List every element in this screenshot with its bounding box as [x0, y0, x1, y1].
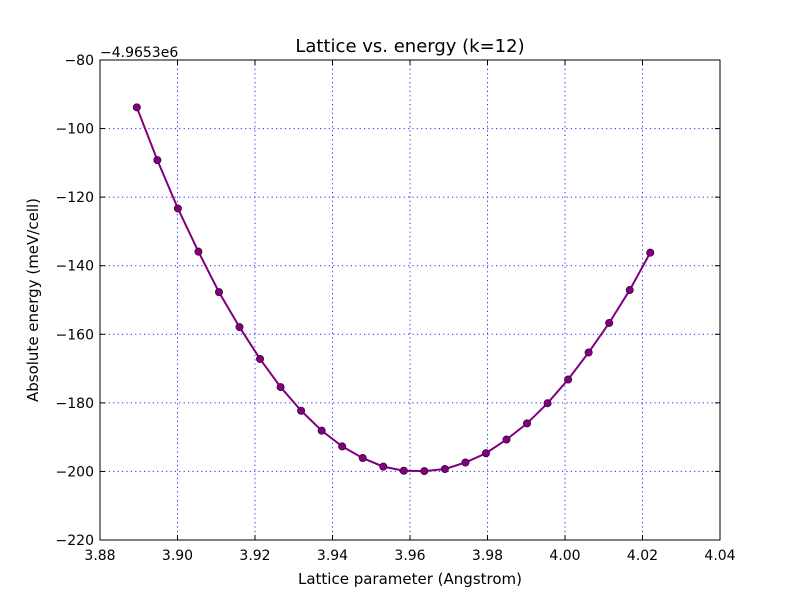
- data-point: [625, 286, 634, 295]
- data-point: [523, 419, 532, 428]
- x-tick-label: 4.02: [627, 548, 658, 564]
- y-axis-label: Absolute energy (meV/cell): [24, 198, 42, 402]
- data-point: [214, 288, 223, 297]
- x-tick-label: 3.92: [239, 548, 270, 564]
- data-point: [605, 318, 614, 327]
- y-tick-label: −160: [56, 327, 94, 343]
- data-point: [584, 348, 593, 357]
- data-point: [564, 375, 573, 384]
- data-point: [297, 406, 306, 415]
- data-point: [502, 435, 511, 444]
- y-tick-label: −140: [56, 259, 94, 275]
- data-point: [235, 323, 244, 332]
- data-point: [153, 156, 162, 165]
- axis-ticks: 3.88 3.90 3.92 3.94 3.96 3.98 4.00 4.02 4.04 −80 −…: [56, 53, 736, 564]
- data-point: [358, 454, 367, 463]
- y-tick-label: −220: [56, 533, 94, 549]
- y-offset-label: −4.9653e6: [100, 45, 178, 61]
- data-point: [256, 354, 265, 363]
- chart-title: Lattice vs. energy (k=12): [295, 36, 524, 57]
- data-point: [420, 467, 429, 476]
- series-line: [135, 106, 652, 473]
- data-point: [440, 465, 449, 474]
- x-tick-label: 3.94: [317, 548, 348, 564]
- x-tick-label: 3.98: [472, 548, 503, 564]
- data-point: [132, 103, 141, 112]
- data-point: [317, 426, 326, 435]
- x-tick-label: 4.00: [549, 548, 580, 564]
- y-tick-label: −80: [64, 53, 94, 69]
- x-axis-label: Lattice parameter (Angstrom): [298, 570, 522, 588]
- y-tick-label: −200: [56, 464, 94, 480]
- data-point: [276, 383, 285, 392]
- data-point: [481, 449, 490, 458]
- series-layer: [132, 103, 655, 476]
- data-point: [399, 466, 408, 475]
- data-point: [173, 204, 182, 213]
- data-point: [338, 442, 347, 451]
- x-tick-label: 3.90: [162, 548, 193, 564]
- y-tick-label: −180: [56, 396, 94, 412]
- data-point: [194, 247, 203, 256]
- x-tick-label: 3.96: [394, 548, 425, 564]
- y-tick-label: −120: [56, 190, 94, 206]
- data-point: [543, 399, 552, 408]
- data-point: [461, 458, 470, 467]
- data-point: [646, 248, 655, 257]
- x-tick-label: 4.04: [704, 548, 735, 564]
- data-point: [379, 462, 388, 471]
- x-tick-label: 3.88: [84, 548, 115, 564]
- y-tick-label: −100: [56, 122, 94, 138]
